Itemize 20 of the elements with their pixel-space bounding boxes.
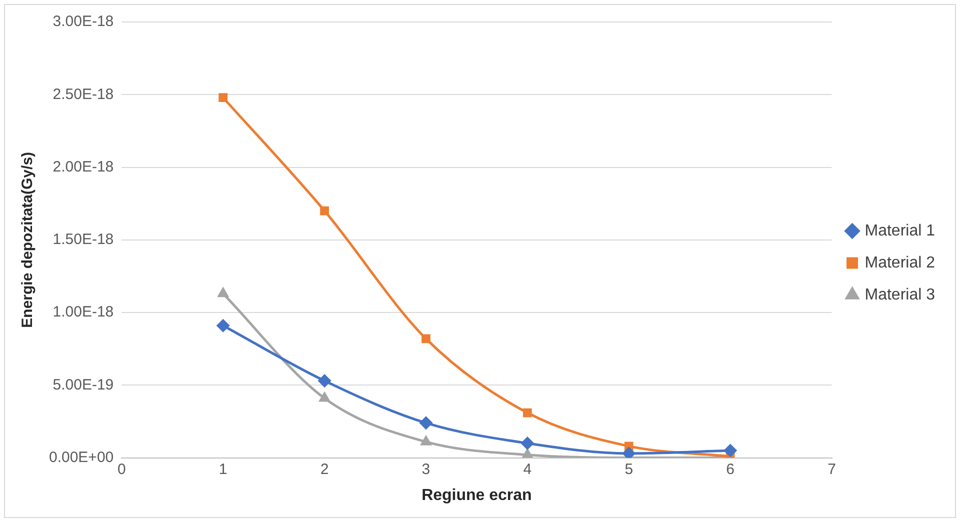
- x-tick-label: 7: [828, 460, 836, 478]
- x-tick-label: 3: [422, 460, 430, 478]
- x-tick-label: 1: [218, 460, 228, 478]
- y-tick-label: 2.50E-18: [52, 86, 114, 103]
- y-axis-title: Energie depozitata(Gy/s): [19, 152, 36, 328]
- y-tick-label: 1.50E-18: [52, 231, 114, 248]
- x-tick-label: 5: [624, 460, 634, 478]
- y-tick-label: 3.00E-18: [52, 13, 114, 30]
- x-tick-label: 6: [726, 460, 734, 478]
- y-tick-label: 2.00E-18: [52, 158, 114, 176]
- x-tick-label: 0: [117, 460, 126, 478]
- y-tick-label: 1.00E-18: [52, 304, 114, 321]
- x-axis-title: Regiune ecran: [422, 486, 532, 504]
- legend-label: Material 3: [864, 286, 936, 304]
- y-tick-label: 5.00E-19: [52, 376, 114, 394]
- y-tick-label: 0.00E+00: [48, 448, 114, 466]
- x-tick-label: 2: [320, 460, 329, 478]
- legend-label: Material 1: [864, 222, 936, 240]
- x-tick-label: 4: [523, 460, 532, 478]
- legend-label: Material 2: [864, 254, 936, 272]
